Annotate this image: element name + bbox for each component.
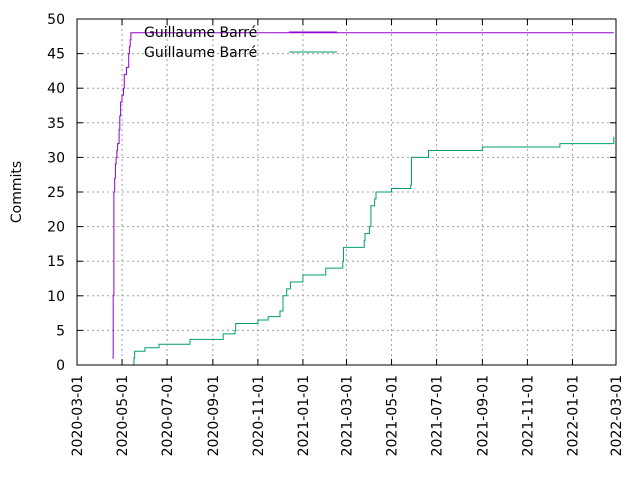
series-line-2 — [133, 136, 615, 366]
series-line-1 — [112, 32, 614, 359]
x-tick-label: 2020-03-01 — [70, 375, 86, 456]
x-tick-label: 2021-09-01 — [475, 375, 491, 456]
y-tick-label: 45 — [47, 47, 65, 63]
legend-label: Guillaume Barré — [144, 45, 257, 61]
y-tick-label: 30 — [47, 150, 65, 166]
x-tick-label: 2021-03-01 — [340, 375, 356, 456]
x-tick-label: 2020-07-01 — [160, 375, 176, 456]
legend-label: Guillaume Barré — [144, 25, 257, 41]
x-tick-label: 2021-11-01 — [520, 375, 536, 456]
y-tick-label: 50 — [47, 12, 65, 28]
y-tick-label: 20 — [47, 220, 65, 236]
x-tick-label: 2020-09-01 — [206, 375, 222, 456]
legend: Guillaume Barré Guillaume Barré — [144, 25, 337, 61]
y-tick-label: 0 — [56, 358, 65, 374]
x-tick-label: 2020-11-01 — [251, 375, 267, 456]
y-tick-label: 40 — [47, 81, 65, 97]
y-tick-label: 35 — [47, 116, 65, 132]
x-tick-label: 2021-01-01 — [296, 375, 312, 456]
axis-ticks: 0 5 10 15 20 25 30 35 40 45 50 2020-03-01 2020-05-01… — [47, 12, 625, 456]
y-axis-title: Commits — [9, 161, 25, 223]
x-tick-label: 2020-05-01 — [115, 375, 131, 456]
y-tick-label: 25 — [47, 185, 65, 201]
x-tick-label: 2022-03-01 — [609, 375, 625, 456]
y-tick-label: 10 — [47, 289, 65, 305]
y-tick-label: 5 — [56, 323, 65, 339]
x-tick-label: 2021-07-01 — [430, 375, 446, 456]
x-tick-label: 2022-01-01 — [565, 375, 581, 456]
y-tick-label: 15 — [47, 254, 65, 270]
series-lines — [112, 32, 615, 366]
x-tick-label: 2021-05-01 — [385, 375, 401, 456]
